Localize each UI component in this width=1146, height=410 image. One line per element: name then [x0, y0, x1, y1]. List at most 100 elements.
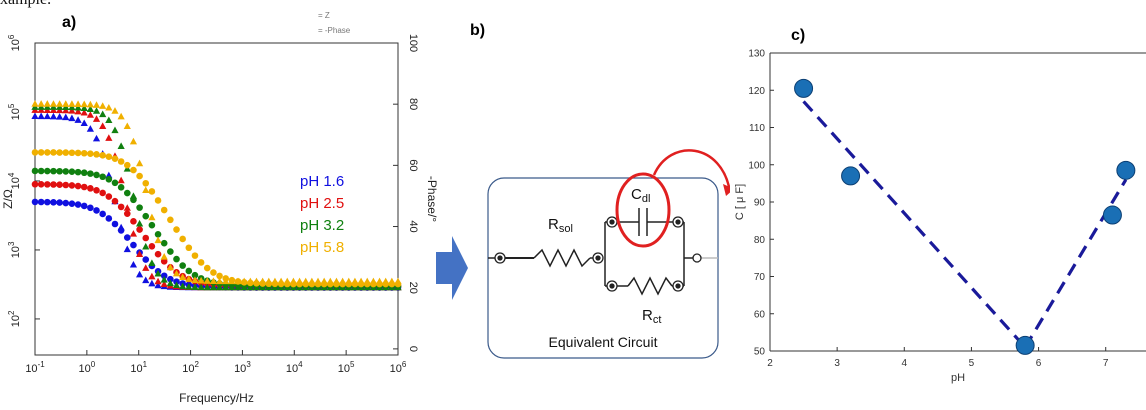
impedance-point — [191, 252, 199, 259]
impedance-point — [44, 167, 51, 175]
impedance-point — [142, 256, 150, 263]
phase-point — [222, 277, 230, 285]
phase-point — [49, 100, 58, 107]
impedance-point — [123, 210, 131, 217]
impedance-point — [74, 182, 82, 190]
phase-point — [369, 277, 377, 285]
phase-point — [31, 100, 39, 107]
pointer-arrow-icon — [436, 236, 468, 300]
capacitance-chart: c) 2 3 4 5 6 7 50 60 70 80 90 100 110 120 130 pH C [ μ F] — [734, 27, 1146, 384]
impedance-point — [62, 168, 70, 175]
y2-tick-label-a: 80 — [407, 98, 419, 110]
phase-point — [92, 115, 101, 122]
phase-point — [117, 142, 125, 150]
phase-point — [388, 277, 396, 285]
phase-point — [246, 283, 254, 291]
y2-tick-label-a: 60 — [407, 159, 419, 171]
phase-point — [283, 277, 291, 285]
impedance-point — [74, 149, 82, 157]
cdl-pointer-arrow-icon — [652, 149, 730, 193]
phase-point — [80, 104, 88, 111]
impedance-point — [105, 176, 113, 183]
impedance-point — [93, 186, 100, 194]
phase-point — [332, 277, 341, 285]
impedance-point — [74, 168, 82, 176]
phase-point — [240, 277, 248, 285]
x-axis-label-a: Frequency/Hz — [179, 391, 254, 405]
rsol-sub: sol — [559, 223, 573, 235]
series-legend-label: pH 1.6 — [300, 173, 344, 190]
fit-line — [802, 100, 1027, 349]
phase-point — [185, 275, 193, 282]
phase-point — [123, 122, 131, 130]
impedance-point — [173, 226, 180, 233]
impedance-point — [99, 173, 106, 181]
impedance-point — [160, 239, 168, 247]
x-tick-label-c: 5 — [969, 358, 975, 369]
impedance-point — [105, 215, 113, 222]
impedance-point — [31, 167, 39, 175]
y-tick-label-a: 102 — [7, 310, 22, 327]
impedance-point — [130, 218, 137, 225]
y-tick-label-a: 105 — [7, 103, 22, 120]
impedance-point — [74, 201, 82, 208]
phase-point — [357, 277, 365, 285]
phase-point — [234, 277, 242, 285]
impedance-point — [148, 243, 156, 250]
x-axis-label-c: pH — [951, 372, 965, 384]
impedance-point — [185, 267, 193, 275]
phase-point — [228, 277, 236, 285]
phase-point — [166, 279, 174, 287]
rct-main: R — [642, 307, 653, 324]
impedance-point — [130, 166, 137, 174]
phase-point — [86, 125, 94, 132]
phase-point — [99, 110, 107, 118]
phase-point — [252, 283, 261, 291]
phase-point — [37, 100, 45, 107]
phase-point — [43, 112, 51, 120]
phase-point — [234, 283, 242, 291]
phase-point — [105, 116, 113, 124]
impedance-point — [99, 189, 106, 197]
phase-point — [74, 100, 82, 107]
impedance-point — [68, 149, 76, 157]
phase-point — [56, 113, 64, 120]
phase-point — [203, 283, 211, 291]
impedance-point — [111, 220, 119, 228]
phase-point — [295, 277, 304, 285]
impedance-point — [50, 199, 57, 206]
impedance-point — [185, 244, 193, 252]
phase-point — [166, 263, 174, 271]
x-tick-label-a: 105 — [338, 360, 355, 375]
series-legend-label: pH 5.8 — [300, 239, 344, 256]
phase-point — [142, 276, 150, 284]
phase-point — [92, 107, 101, 114]
y-tick-label-c: 130 — [748, 49, 765, 60]
phase-point — [135, 219, 144, 227]
circuit-caption: Equivalent Circuit — [549, 334, 658, 350]
impedance-point — [93, 207, 100, 214]
impedance-point — [37, 167, 45, 175]
impedance-point — [148, 188, 156, 195]
impedance-point — [210, 269, 217, 276]
phase-point — [129, 192, 138, 199]
x-tick-label-a: 104 — [286, 360, 303, 375]
phase-point — [68, 100, 76, 107]
phase-point — [80, 100, 88, 108]
phase-point — [135, 270, 144, 278]
rct-sub: ct — [653, 314, 662, 326]
phase-point — [135, 250, 144, 257]
phase-point — [92, 101, 101, 108]
phase-point — [105, 134, 113, 141]
phase-point — [86, 100, 94, 108]
phase-point — [197, 276, 205, 284]
phase-point — [148, 213, 156, 221]
impedance-point — [31, 198, 39, 206]
x-tick-label-a: 101 — [130, 360, 147, 375]
phase-point — [49, 112, 58, 120]
phase-point — [80, 108, 88, 116]
phase-point — [117, 176, 125, 184]
phase-point — [277, 277, 285, 285]
phase-point — [203, 277, 211, 284]
phase-point — [68, 107, 76, 114]
